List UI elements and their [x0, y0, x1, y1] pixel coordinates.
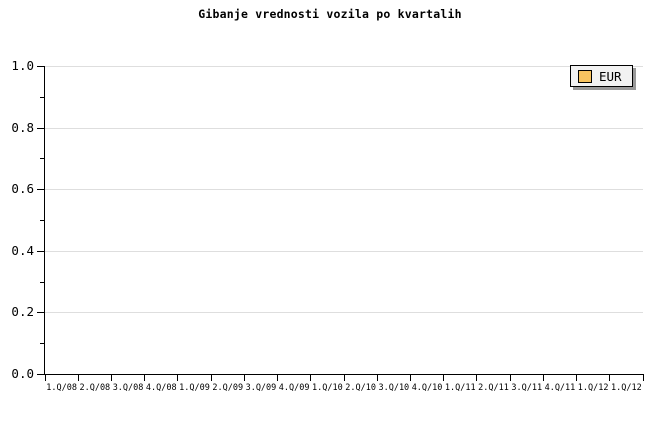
- y-major-tick: [37, 250, 45, 252]
- y-axis-tick-label: 0.2: [11, 304, 34, 320]
- x-tick: [443, 374, 445, 381]
- x-tick: [343, 374, 345, 381]
- x-tick: [277, 374, 279, 381]
- x-axis-tick-label: 3.Q/10: [378, 383, 410, 393]
- x-tick: [542, 374, 544, 381]
- x-tick: [44, 374, 46, 381]
- y-minor-tick: [40, 158, 45, 160]
- y-major-tick: [37, 127, 45, 129]
- y-major-tick: [37, 374, 45, 375]
- x-tick: [576, 374, 578, 381]
- x-tick: [376, 374, 378, 381]
- x-axis-tick-label: 2.Q/08: [79, 383, 111, 393]
- y-axis-tick-label: 0.6: [11, 181, 34, 197]
- legend-box: EUR: [570, 65, 633, 87]
- y-axis-tick-label: 0.8: [11, 119, 34, 135]
- x-tick: [409, 374, 411, 381]
- x-tick: [509, 374, 511, 381]
- x-axis-tick-label: 4.Q/10: [411, 383, 443, 393]
- y-minor-tick: [40, 343, 45, 345]
- y-minor-tick: [40, 220, 45, 221]
- y-axis-tick-label: 0.0: [11, 366, 34, 381]
- x-tick: [609, 374, 611, 381]
- y-minor-tick: [40, 281, 45, 283]
- legend-series-label: EUR: [599, 68, 622, 84]
- x-axis-tick-label: 1.Q/09: [179, 383, 210, 393]
- y-major-tick: [37, 312, 45, 314]
- x-tick: [310, 374, 312, 381]
- x-axis-tick-label: 3.Q/11: [511, 383, 543, 393]
- y-axis-tick-label: 0.4: [11, 242, 34, 258]
- x-axis-tick-label: 1.Q/12: [611, 383, 642, 393]
- gridline-h: [45, 127, 643, 129]
- y-axis-tick-label: 1.0: [11, 58, 34, 73]
- x-axis-tick-label: 4.Q/08: [145, 383, 177, 393]
- x-tick: [110, 374, 112, 381]
- x-tick: [210, 374, 212, 381]
- x-tick: [77, 374, 79, 381]
- chart-title: Gibanje vrednosti vozila po kvartalih: [198, 7, 462, 21]
- x-axis-tick-label: 4.Q/09: [278, 383, 310, 393]
- x-tick: [642, 374, 644, 381]
- plot-area: 0.0 0.2 0.4 0.6 0.8 1.0 1.Q/08 2.Q/08 3.Q/08 4.Q/…: [11, 58, 644, 393]
- x-tick: [144, 374, 146, 381]
- gridline-h: [45, 189, 643, 191]
- legend-color-swatch: [578, 69, 592, 83]
- gridline-h: [45, 312, 643, 314]
- gridline-h: [45, 66, 643, 67]
- x-axis-tick-label: 1.Q/10: [312, 383, 343, 393]
- y-major-tick: [37, 66, 45, 67]
- x-axis-tick-label: 2.Q/10: [345, 383, 376, 393]
- x-tick: [476, 374, 478, 381]
- gridline-h: [45, 250, 643, 252]
- x-axis-tick-label: 1.Q/11: [444, 383, 476, 393]
- x-axis-tick-label: 2.Q/11: [478, 383, 509, 393]
- y-minor-tick: [40, 96, 45, 98]
- y-major-tick: [37, 189, 45, 191]
- x-axis-tick-label: 3.Q/09: [245, 383, 277, 393]
- x-tick: [177, 374, 179, 381]
- x-axis-tick-label: 2.Q/09: [212, 383, 244, 393]
- x-axis-tick-label: 1.Q/08: [46, 383, 77, 393]
- x-axis-tick-label: 3.Q/08: [112, 383, 144, 393]
- x-axis-tick-label: 1.Q/12: [577, 383, 609, 393]
- x-axis-tick-label: 4.Q/11: [544, 383, 576, 393]
- x-tick: [243, 374, 245, 381]
